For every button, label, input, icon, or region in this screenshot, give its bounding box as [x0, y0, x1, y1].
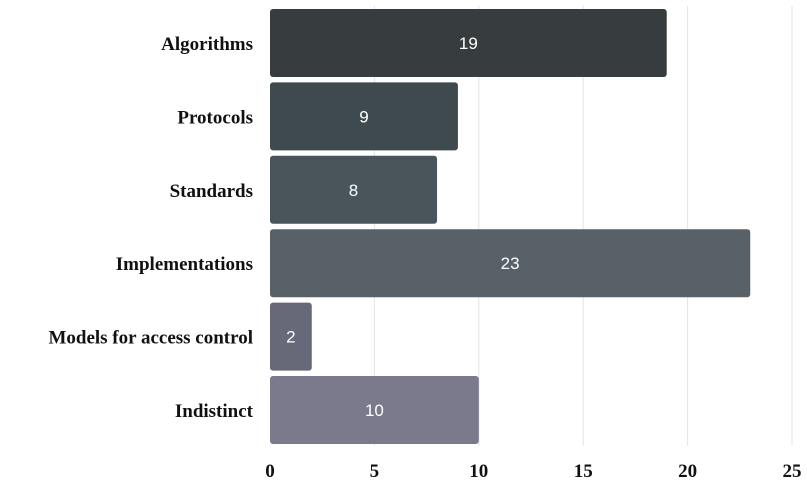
bars: 19 9 8 23 2 10 — [270, 9, 751, 444]
bar-protocols — [270, 82, 458, 151]
bar-value-label: 2 — [286, 328, 295, 347]
category-labels: Algorithms Protocols Standards Implementati… — [48, 34, 253, 422]
x-tick-labels: 0 5 10 15 20 25 — [265, 461, 801, 482]
bar-standards — [270, 155, 438, 224]
x-tick-label-5: 5 — [370, 461, 380, 482]
grid-lines — [373, 6, 793, 446]
x-tick-label-15: 15 — [574, 461, 593, 482]
category-label: Implementations — [116, 254, 253, 275]
category-label: Protocols — [177, 107, 253, 128]
bar-algorithms — [270, 9, 667, 77]
category-label: Standards — [170, 181, 253, 202]
bar-models-for-access-control — [270, 302, 312, 371]
bar-value-label: 10 — [365, 401, 384, 420]
bar-value-label: 19 — [459, 34, 478, 53]
x-tick-label-25: 25 — [783, 461, 802, 482]
x-tick-label-10: 10 — [469, 461, 488, 482]
x-tick-label-0: 0 — [265, 461, 275, 482]
x-tick-label-20: 20 — [678, 461, 697, 482]
category-label: Models for access control — [48, 328, 253, 349]
category-label: Indistinct — [175, 401, 254, 422]
bar-value-label: 9 — [359, 107, 368, 126]
bar-value-label: 23 — [501, 254, 520, 273]
category-label: Algorithms — [161, 34, 253, 55]
bar-implementations — [270, 229, 751, 298]
bar-indistinct — [270, 376, 479, 444]
bar-value-label: 8 — [349, 181, 358, 200]
